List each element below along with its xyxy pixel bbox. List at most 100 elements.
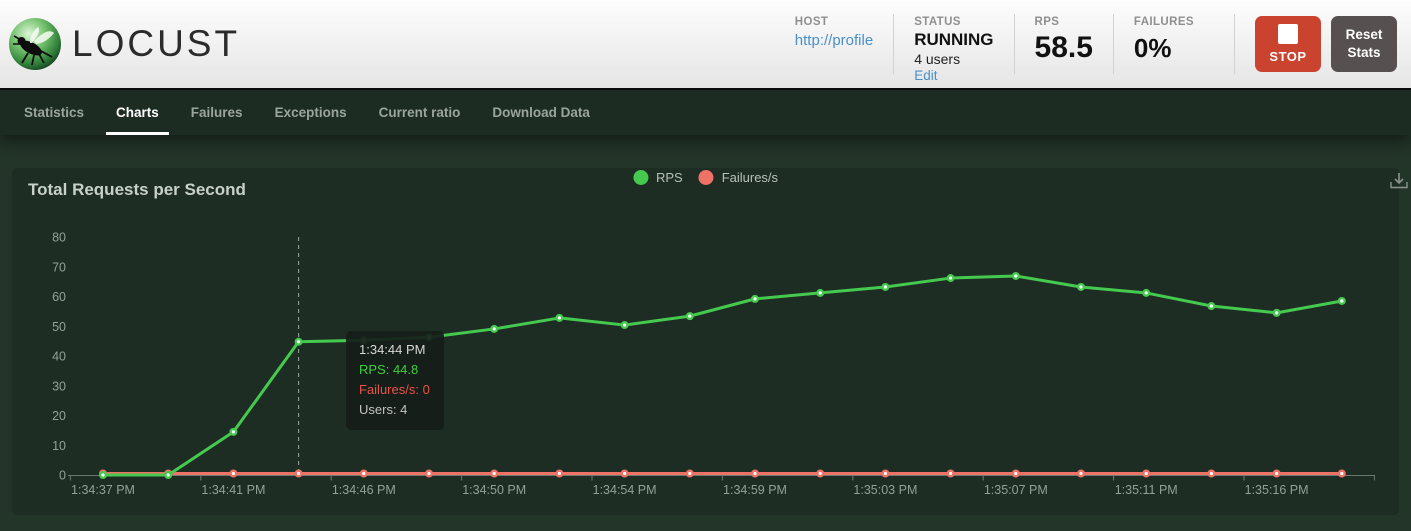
series-line-rps xyxy=(103,274,1343,477)
data-point-center xyxy=(1275,311,1279,315)
y-axis-label: 10 xyxy=(52,439,66,453)
stop-button-label: STOP xyxy=(1269,49,1307,64)
data-point-center xyxy=(427,471,431,476)
x-axis-label: 1:34:50 PM xyxy=(462,483,526,497)
data-point-center xyxy=(818,471,822,476)
status-value: RUNNING xyxy=(914,30,994,49)
y-axis-label: 30 xyxy=(52,379,66,393)
y-axis-label: 50 xyxy=(52,320,66,334)
data-point-center xyxy=(1144,471,1148,476)
locust-logo-icon xyxy=(9,18,61,70)
nav-tab-exceptions[interactable]: Exceptions xyxy=(274,105,347,120)
nav-tab-failures[interactable]: Failures xyxy=(190,105,243,120)
data-point-center xyxy=(623,471,627,476)
data-point-center xyxy=(231,471,235,476)
stop-icon xyxy=(1278,24,1298,44)
stop-button[interactable]: STOP xyxy=(1255,16,1321,72)
x-axis-label: 1:35:11 PM xyxy=(1115,483,1178,497)
legend-label: Failures/s xyxy=(721,170,779,185)
data-point-center xyxy=(883,471,888,476)
data-point-center xyxy=(362,471,366,476)
data-point-center xyxy=(753,471,757,476)
data-point-center xyxy=(818,291,822,295)
legend-swatch xyxy=(698,170,714,185)
y-axis-label: 70 xyxy=(52,260,66,274)
chart-tooltip: 1:34:44 PM RPS: 44.8 Failures/s: 0 Users… xyxy=(346,331,444,430)
host-link[interactable]: http://profile xyxy=(794,32,874,49)
data-point-center xyxy=(753,297,757,301)
nav-tab-current-ratio[interactable]: Current ratio xyxy=(378,105,461,120)
tooltip-time: 1:34:44 PM xyxy=(359,342,426,357)
y-axis-label: 60 xyxy=(52,290,66,304)
host-block: HOST http://profile xyxy=(775,14,893,74)
y-axis-label: 40 xyxy=(52,350,66,364)
data-point-center xyxy=(688,471,692,476)
data-point-center xyxy=(949,471,953,476)
data-point-center xyxy=(101,473,105,477)
tooltip-rps: RPS: 44.8 xyxy=(359,362,419,377)
data-point-center xyxy=(557,471,562,476)
x-axis-label: 1:34:46 PM xyxy=(332,483,396,497)
data-point-center xyxy=(231,430,235,434)
data-point-center xyxy=(623,323,627,327)
users-count: 4 users xyxy=(914,51,961,67)
chart-title: Total Requests per Second xyxy=(28,180,246,199)
data-point-center xyxy=(297,340,301,344)
failures-block: FAILURES 0% xyxy=(1112,14,1214,74)
data-point-center xyxy=(1079,471,1083,476)
nav-bar: Statistics Charts Failures Exceptions Curren… xyxy=(0,88,1411,135)
header-info-bar: HOST http://profile STATUS RUNNING 4 use… xyxy=(775,14,1411,83)
chart-legend: RPS Failures/s xyxy=(632,170,779,185)
data-point-center xyxy=(688,314,692,318)
data-point-center xyxy=(1209,471,1213,476)
data-point-center xyxy=(949,276,953,280)
data-point-center xyxy=(1275,471,1279,476)
data-point-center xyxy=(492,327,496,331)
chart-panel xyxy=(12,168,1399,515)
legend-label: RPS xyxy=(655,170,683,185)
host-label: HOST xyxy=(794,16,829,28)
rps-label: RPS xyxy=(1034,16,1060,28)
status-label: STATUS xyxy=(914,16,961,28)
edit-link[interactable]: Edit xyxy=(914,68,938,83)
data-point-center xyxy=(297,471,301,476)
logo-text: LOCUST xyxy=(72,23,241,64)
data-point-center xyxy=(883,285,888,289)
download-image-icon[interactable] xyxy=(1389,172,1409,195)
nav-tab-statistics[interactable]: Statistics xyxy=(24,105,85,120)
data-point-center xyxy=(1340,299,1344,303)
header: LOCUST HOST http://profile STATUS RUNNIN… xyxy=(0,0,1411,88)
data-point-center xyxy=(1079,285,1083,289)
legend-item-failures-s[interactable]: Failures/s xyxy=(698,170,779,185)
x-axis-label: 1:34:37 PM xyxy=(71,483,135,497)
data-point-center xyxy=(1340,471,1344,476)
y-axis-label: 0 xyxy=(59,469,66,483)
data-point-center xyxy=(1209,304,1213,308)
nav-tab-charts[interactable]: Charts xyxy=(106,90,169,135)
tooltip-failures: Failures/s: 0 xyxy=(359,382,430,397)
rps-value: 58.5 xyxy=(1034,31,1093,64)
data-point-center xyxy=(1144,291,1148,295)
x-axis-label: 1:34:59 PM xyxy=(723,483,787,497)
tooltip-users: Users: 4 xyxy=(359,402,408,417)
header-buttons: STOP Reset Stats xyxy=(1234,14,1397,74)
reset-stats-button[interactable]: Reset Stats xyxy=(1331,16,1397,72)
y-axis-label: 80 xyxy=(52,231,66,245)
data-point-center xyxy=(492,471,496,476)
legend-swatch xyxy=(632,170,648,185)
legend-item-rps[interactable]: RPS xyxy=(632,170,683,185)
x-axis-label: 1:35:16 PM xyxy=(1245,483,1309,497)
failures-value: 0% xyxy=(1133,33,1172,63)
data-point-center xyxy=(166,473,170,477)
locust-logo: LOCUST xyxy=(8,17,240,71)
data-point-center xyxy=(1014,471,1018,476)
x-axis-label: 1:34:54 PM xyxy=(593,483,657,497)
x-axis-label: 1:34:41 PM xyxy=(201,483,265,497)
data-point-center xyxy=(1014,274,1018,278)
data-point-center xyxy=(557,316,562,320)
x-axis-label: 1:35:07 PM xyxy=(984,483,1048,497)
y-axis-label: 20 xyxy=(52,409,66,423)
nav-tab-download-data[interactable]: Download Data xyxy=(492,105,590,120)
failures-label: FAILURES xyxy=(1133,16,1194,28)
